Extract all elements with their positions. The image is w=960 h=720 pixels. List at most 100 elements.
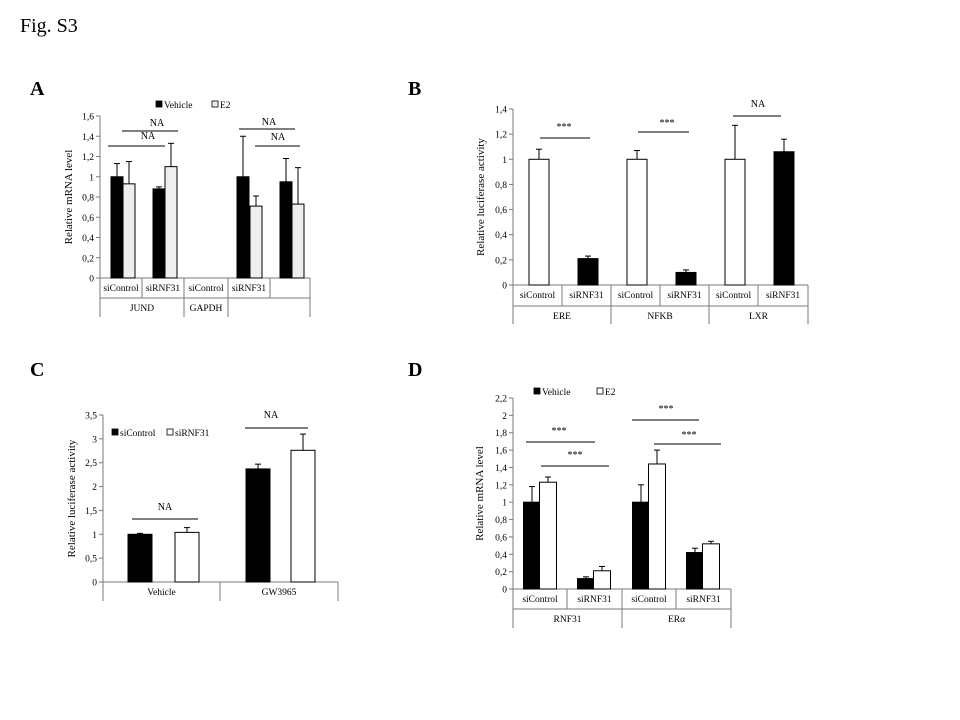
y-tick-label: 0,6	[495, 533, 507, 543]
y-tick-label: 2,5	[85, 459, 97, 469]
y-tick-label: 1	[89, 173, 94, 183]
group-label: ERE	[553, 312, 571, 322]
y-tick-label: 0,8	[495, 516, 507, 526]
bar	[291, 203, 305, 279]
y-tick-label: 0,6	[82, 214, 94, 224]
y-tick-label: 0,4	[495, 231, 507, 241]
bar	[249, 205, 263, 279]
y-tick-label: 0,4	[82, 234, 94, 244]
group-label: ERα	[668, 615, 685, 625]
y-tick-label: 1,2	[495, 481, 507, 491]
y-tick-label: 1,2	[82, 153, 94, 163]
legend-label: Vehicle	[164, 101, 193, 111]
panel-label-d: D	[408, 359, 422, 381]
y-tick-label: 0	[502, 586, 507, 596]
chart-panel-a: 0 0,2 0,4 0,6 0,8 1 1,2 1,4 1,6 Relative mRNA lev…	[63, 100, 311, 317]
group-label: LXR	[749, 312, 769, 322]
significance-label: NA	[264, 410, 279, 421]
significance-label: ***	[660, 118, 675, 129]
significance-label: NA	[141, 131, 156, 142]
legend-swatch	[166, 428, 174, 436]
y-tick-label: 1,5	[85, 507, 97, 517]
category-label: siControl	[520, 291, 556, 301]
category-label: siControl	[103, 284, 139, 294]
legend-swatch	[155, 100, 163, 108]
category-label: siRNF31	[569, 291, 604, 301]
bar	[236, 176, 250, 279]
y-tick-label: 1	[502, 499, 507, 509]
y-tick-label: 0	[89, 275, 94, 285]
significance-label: NA	[271, 132, 286, 143]
group-label: NFKB	[647, 312, 672, 322]
y-tick-label: 1,8	[495, 429, 507, 439]
y-axis-label: Relative mRNA level	[63, 150, 75, 245]
y-axis-label: Relative luciferase activity	[66, 439, 78, 557]
bar	[702, 543, 720, 590]
y-tick-label: 1,2	[495, 131, 507, 141]
significance-label: ***	[568, 450, 583, 461]
legend-label: E2	[220, 101, 231, 111]
y-tick-label: 2	[502, 412, 507, 422]
bar	[279, 181, 293, 279]
significance-label: ***	[552, 426, 567, 437]
bar	[127, 533, 153, 583]
y-tick-label: 1,4	[495, 106, 507, 116]
bar	[122, 183, 136, 279]
panel-label-c: C	[30, 359, 44, 381]
category-label: siControl	[618, 291, 654, 301]
legend-swatch	[533, 387, 541, 395]
significance-label: NA	[262, 117, 277, 128]
significance-label: ***	[682, 430, 697, 441]
legend-label: Vehicle	[542, 388, 571, 398]
y-tick-label: 1,4	[495, 464, 507, 474]
bar	[245, 468, 271, 583]
legend-swatch	[111, 428, 119, 436]
category-label: siRNF31	[686, 595, 721, 605]
bar	[174, 531, 200, 583]
category-label: siRNF31	[766, 291, 801, 301]
legend-swatch	[596, 387, 604, 395]
y-tick-label: 0,2	[495, 256, 507, 266]
bar	[523, 501, 541, 590]
legend-swatch	[211, 100, 219, 108]
panel-label-b: B	[408, 78, 421, 100]
group-label: GAPDH	[190, 304, 223, 314]
significance-label: NA	[751, 99, 766, 110]
y-tick-label: 0,2	[82, 254, 94, 264]
y-tick-label: 2,2	[495, 395, 507, 405]
y-tick-label: 0,2	[495, 568, 507, 578]
category-label: siRNF31	[146, 284, 181, 294]
group-label: JUND	[130, 304, 154, 314]
legend-label: siRNF31	[175, 429, 210, 439]
y-tick-label: 0	[92, 579, 97, 589]
bar	[290, 449, 316, 583]
y-tick-label: 3,5	[85, 412, 97, 422]
category-label: siControl	[522, 595, 558, 605]
bar	[539, 481, 557, 590]
bar	[773, 151, 795, 286]
bar	[648, 463, 666, 590]
bar	[577, 578, 595, 590]
bar	[164, 166, 178, 279]
y-tick-label: 0,5	[85, 555, 97, 565]
bar	[686, 552, 704, 590]
y-tick-label: 0	[502, 282, 507, 292]
y-tick-label: 1	[502, 156, 507, 166]
group-label: RNF31	[554, 615, 582, 625]
y-tick-label: 1	[92, 531, 97, 541]
category-label: siControl	[188, 284, 224, 294]
y-tick-label: 0,4	[495, 551, 507, 561]
y-axis-label: Relative mRNA level	[474, 446, 486, 541]
category-label: siControl	[631, 595, 667, 605]
legend-label: E2	[605, 388, 616, 398]
bar	[724, 158, 746, 286]
category-label: siRNF31	[667, 291, 702, 301]
y-tick-label: 1,6	[82, 113, 94, 123]
y-axis-label: Relative luciferase activity	[475, 138, 487, 256]
y-tick-label: 1,4	[82, 133, 94, 143]
category-label: siControl	[716, 291, 752, 301]
category-label: Vehicle	[147, 588, 176, 598]
bar	[632, 501, 650, 590]
significance-label: NA	[158, 502, 173, 513]
